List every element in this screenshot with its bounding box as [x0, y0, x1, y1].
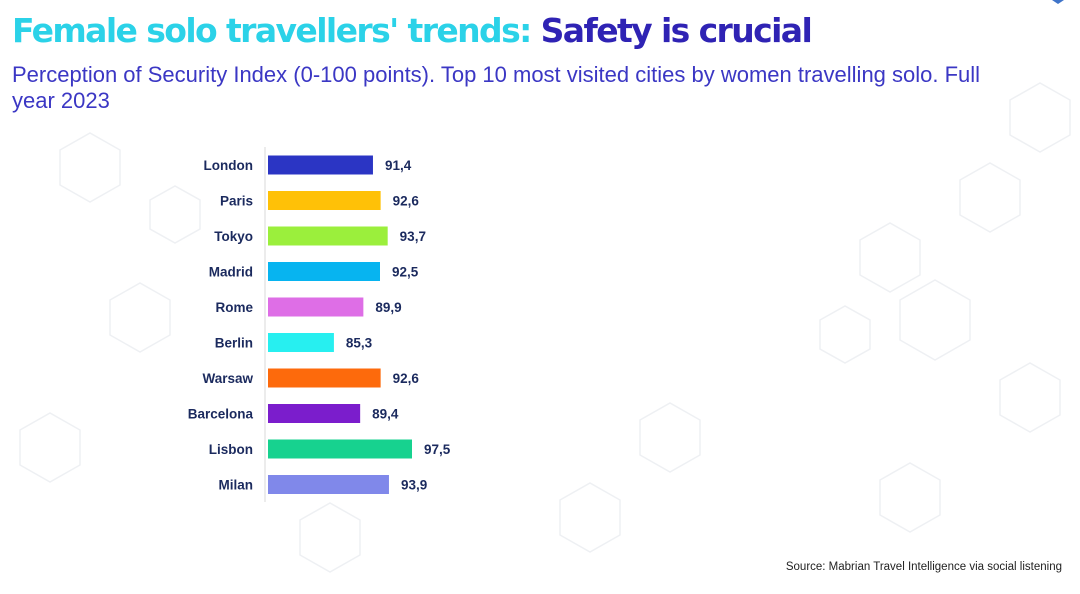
bar-paris	[268, 191, 381, 210]
bars-layer: London 91,4 Paris 92,6 Tokyo 93,7 Madrid 92,5 Ro…	[188, 155, 451, 494]
value-label: 92,5	[392, 265, 419, 280]
bar-rome	[268, 297, 364, 317]
title-part-trends: Female solo travellers' trends:	[12, 11, 532, 50]
bar-lisbon	[268, 439, 412, 459]
bar-berlin	[268, 333, 334, 352]
value-label: 93,9	[401, 478, 427, 493]
category-label: Rome	[215, 300, 253, 315]
bar-barcelona	[268, 404, 361, 423]
bar-london	[268, 155, 373, 175]
source-note: Source: Mabrian Travel Intelligence via …	[785, 561, 1062, 573]
bar-madrid	[268, 262, 380, 281]
category-label: Barcelona	[188, 407, 254, 422]
value-label: 97,5	[424, 442, 451, 457]
category-label: Paris	[220, 194, 253, 209]
category-label: Warsaw	[202, 371, 253, 386]
bar-chart: London 91,4 Paris 92,6 Tokyo 93,7 Madrid 92,5 Ro…	[188, 147, 451, 502]
category-label: Milan	[218, 478, 253, 493]
bar-tokyo	[268, 226, 388, 246]
bar-warsaw	[268, 368, 381, 388]
category-label: London	[204, 158, 253, 173]
value-label: 93,7	[400, 229, 426, 244]
category-label: Lisbon	[209, 442, 253, 457]
bar-milan	[268, 475, 389, 494]
value-label: 85,3	[346, 336, 373, 351]
chart-title: Female solo travellers' trends: Safety i…	[12, 8, 813, 54]
category-label: Tokyo	[214, 229, 253, 244]
value-label: 89,9	[375, 300, 401, 315]
chart-subtitle: Perception of Security Index (0-100 poin…	[12, 62, 981, 113]
title-part-safety: Safety is crucial	[540, 11, 813, 50]
value-label: 89,4	[372, 407, 399, 422]
category-label: Berlin	[215, 336, 253, 351]
value-label: 92,6	[393, 194, 420, 209]
category-label: Madrid	[209, 265, 253, 280]
value-label: 92,6	[393, 371, 420, 386]
brand-badge-icon	[1052, 0, 1064, 4]
value-label: 91,4	[385, 158, 412, 173]
